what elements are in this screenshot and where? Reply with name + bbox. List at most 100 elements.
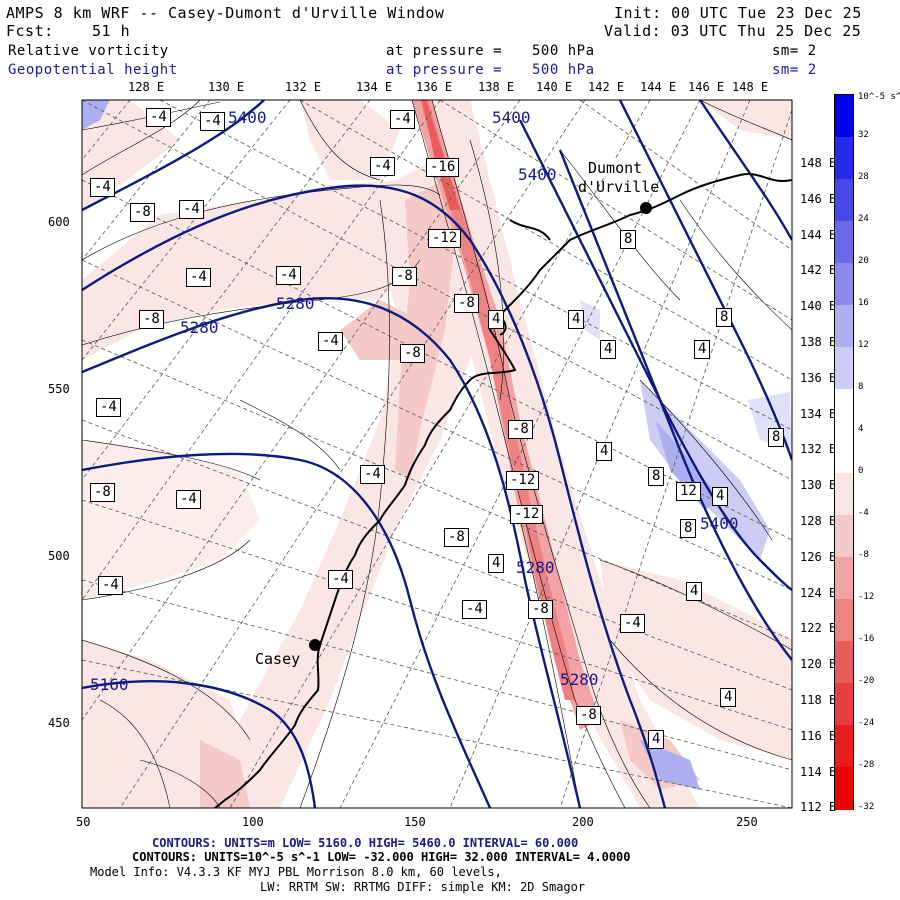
- vorticity-contour-label: 8: [620, 230, 637, 249]
- top-longitude-label: 128 E: [128, 80, 165, 94]
- right-longitude-label: 148 E: [800, 156, 837, 170]
- colorbar-swatch: [835, 557, 853, 600]
- vorticity-contour-label: -12: [510, 505, 544, 524]
- height-label: 5280: [276, 294, 315, 313]
- height-label: 5400: [228, 108, 267, 127]
- top-longitude-label: 134 E: [356, 80, 393, 94]
- right-longitude-label: 142 E: [800, 263, 837, 277]
- vorticity-contour-label: 4: [600, 340, 617, 359]
- vorticity-contour-label: -4: [620, 614, 645, 633]
- vorticity-contour-label: -4: [98, 576, 123, 595]
- vorticity-shading: [82, 100, 792, 808]
- vorticity-contour-label: -8: [392, 267, 417, 286]
- colorbar: [834, 94, 854, 810]
- colorbar-swatch: [835, 221, 853, 264]
- vorticity-contour-label: -4: [179, 200, 204, 219]
- colorbar-tick-label: -4: [858, 508, 869, 518]
- vorticity-contour-label: 8: [768, 428, 785, 447]
- vorticity-contour-label: -4: [360, 465, 385, 484]
- colorbar-swatch: [835, 431, 853, 474]
- colorbar-tick-label: 0: [858, 466, 864, 476]
- top-longitude-label: 148 E: [732, 80, 769, 94]
- vorticity-contour-label: -4: [276, 266, 301, 285]
- right-longitude-label: 114 E: [800, 765, 837, 779]
- top-longitude-label: 136 E: [416, 80, 453, 94]
- forecast-label: Fcst:: [6, 22, 54, 40]
- top-longitude-label: 132 E: [285, 80, 322, 94]
- y-tick-label: 550: [48, 382, 70, 396]
- vorticity-contour-label: 4: [648, 730, 665, 749]
- right-longitude-label: 138 E: [800, 335, 837, 349]
- right-longitude-label: 130 E: [800, 478, 837, 492]
- colorbar-tick-label: 32: [858, 130, 869, 140]
- colorbar-swatch: [835, 347, 853, 390]
- right-longitude-label: 116 E: [800, 729, 837, 743]
- vorticity-contour-label: 12: [676, 482, 701, 501]
- colorbar-tick-label: 28: [858, 172, 869, 182]
- colorbar-swatch: [835, 179, 853, 222]
- colorbar-tick-label: 12: [858, 340, 869, 350]
- right-longitude-label: 126 E: [800, 550, 837, 564]
- x-tick-label: 50: [76, 815, 91, 829]
- colorbar-swatch: [835, 305, 853, 348]
- x-tick-label: 200: [572, 815, 594, 829]
- vorticity-contour-label: -4: [370, 157, 395, 176]
- vorticity-contour-label: 4: [686, 582, 703, 601]
- vorticity-contour-label: -8: [454, 294, 479, 313]
- colorbar-unit-label: 10^-5 s^-1: [858, 92, 900, 102]
- vorticity-contour-label: -8: [139, 310, 164, 329]
- colorbar-tick-label: 16: [858, 298, 869, 308]
- top-longitude-label: 138 E: [478, 80, 515, 94]
- vorticity-contour-label: -8: [400, 344, 425, 363]
- right-longitude-label: 120 E: [800, 657, 837, 671]
- colorbar-swatch: [835, 599, 853, 642]
- height-label: 5280: [180, 318, 219, 337]
- right-longitude-label: 122 E: [800, 621, 837, 635]
- field1-smoothing: sm= 2: [772, 43, 817, 59]
- field2-name: Geopotential height: [8, 62, 178, 78]
- colorbar-tick-label: -32: [858, 802, 875, 812]
- vorticity-contour-label: 4: [720, 688, 737, 707]
- colorbar-swatch: [835, 137, 853, 180]
- vorticity-contour-label: -12: [428, 229, 462, 248]
- right-longitude-label: 136 E: [800, 371, 837, 385]
- vorticity-contour-label: -8: [528, 600, 553, 619]
- colorbar-tick-label: 20: [858, 256, 869, 266]
- vorticity-contour-label: 8: [680, 519, 697, 538]
- casey-station-marker[interactable]: [309, 639, 321, 651]
- right-longitude-label: 144 E: [800, 228, 837, 242]
- right-longitude-label: 124 E: [800, 586, 837, 600]
- colorbar-swatch: [835, 389, 853, 432]
- height-label: 5160: [90, 675, 129, 694]
- height-label: 5280: [516, 558, 555, 577]
- colorbar-swatch: [835, 263, 853, 306]
- colorbar-tick-label: -16: [858, 634, 875, 644]
- right-longitude-label: 146 E: [800, 192, 837, 206]
- colorbar-tick-label: -24: [858, 718, 875, 728]
- footer-vorticity-contours: CONTOURS: UNITS=10^-5 s^-1 LOW= -32.000 …: [132, 850, 631, 864]
- x-tick-label: 100: [242, 815, 264, 829]
- colorbar-swatch: [835, 767, 853, 810]
- y-tick-label: 600: [48, 215, 70, 229]
- colorbar-swatch: [835, 473, 853, 516]
- lat-lon-grid: [82, 100, 792, 808]
- dumont-durville-station-marker[interactable]: [640, 202, 652, 214]
- right-longitude-label: 128 E: [800, 514, 837, 528]
- colorbar-swatch: [835, 641, 853, 684]
- vorticity-contour-label: 4: [488, 310, 505, 329]
- vorticity-contour-label: 4: [712, 487, 729, 506]
- right-longitude-label: 118 E: [800, 693, 837, 707]
- colorbar-tick-label: 24: [858, 214, 869, 224]
- plot-title: AMPS 8 km WRF -- Casey-Dumont d'Urville …: [6, 4, 445, 22]
- right-longitude-label: 134 E: [800, 407, 837, 421]
- vorticity-contour-label: 4: [596, 442, 613, 461]
- casey-station-label: Casey: [255, 650, 301, 668]
- height-label: 5400: [518, 165, 557, 184]
- right-longitude-label: 132 E: [800, 442, 837, 456]
- vorticity-contour-label: -4: [200, 112, 225, 131]
- height-label: 5280: [560, 670, 599, 689]
- top-longitude-label: 146 E: [688, 80, 725, 94]
- vorticity-contour-label: -4: [146, 108, 171, 127]
- colorbar-tick-label: -20: [858, 676, 875, 686]
